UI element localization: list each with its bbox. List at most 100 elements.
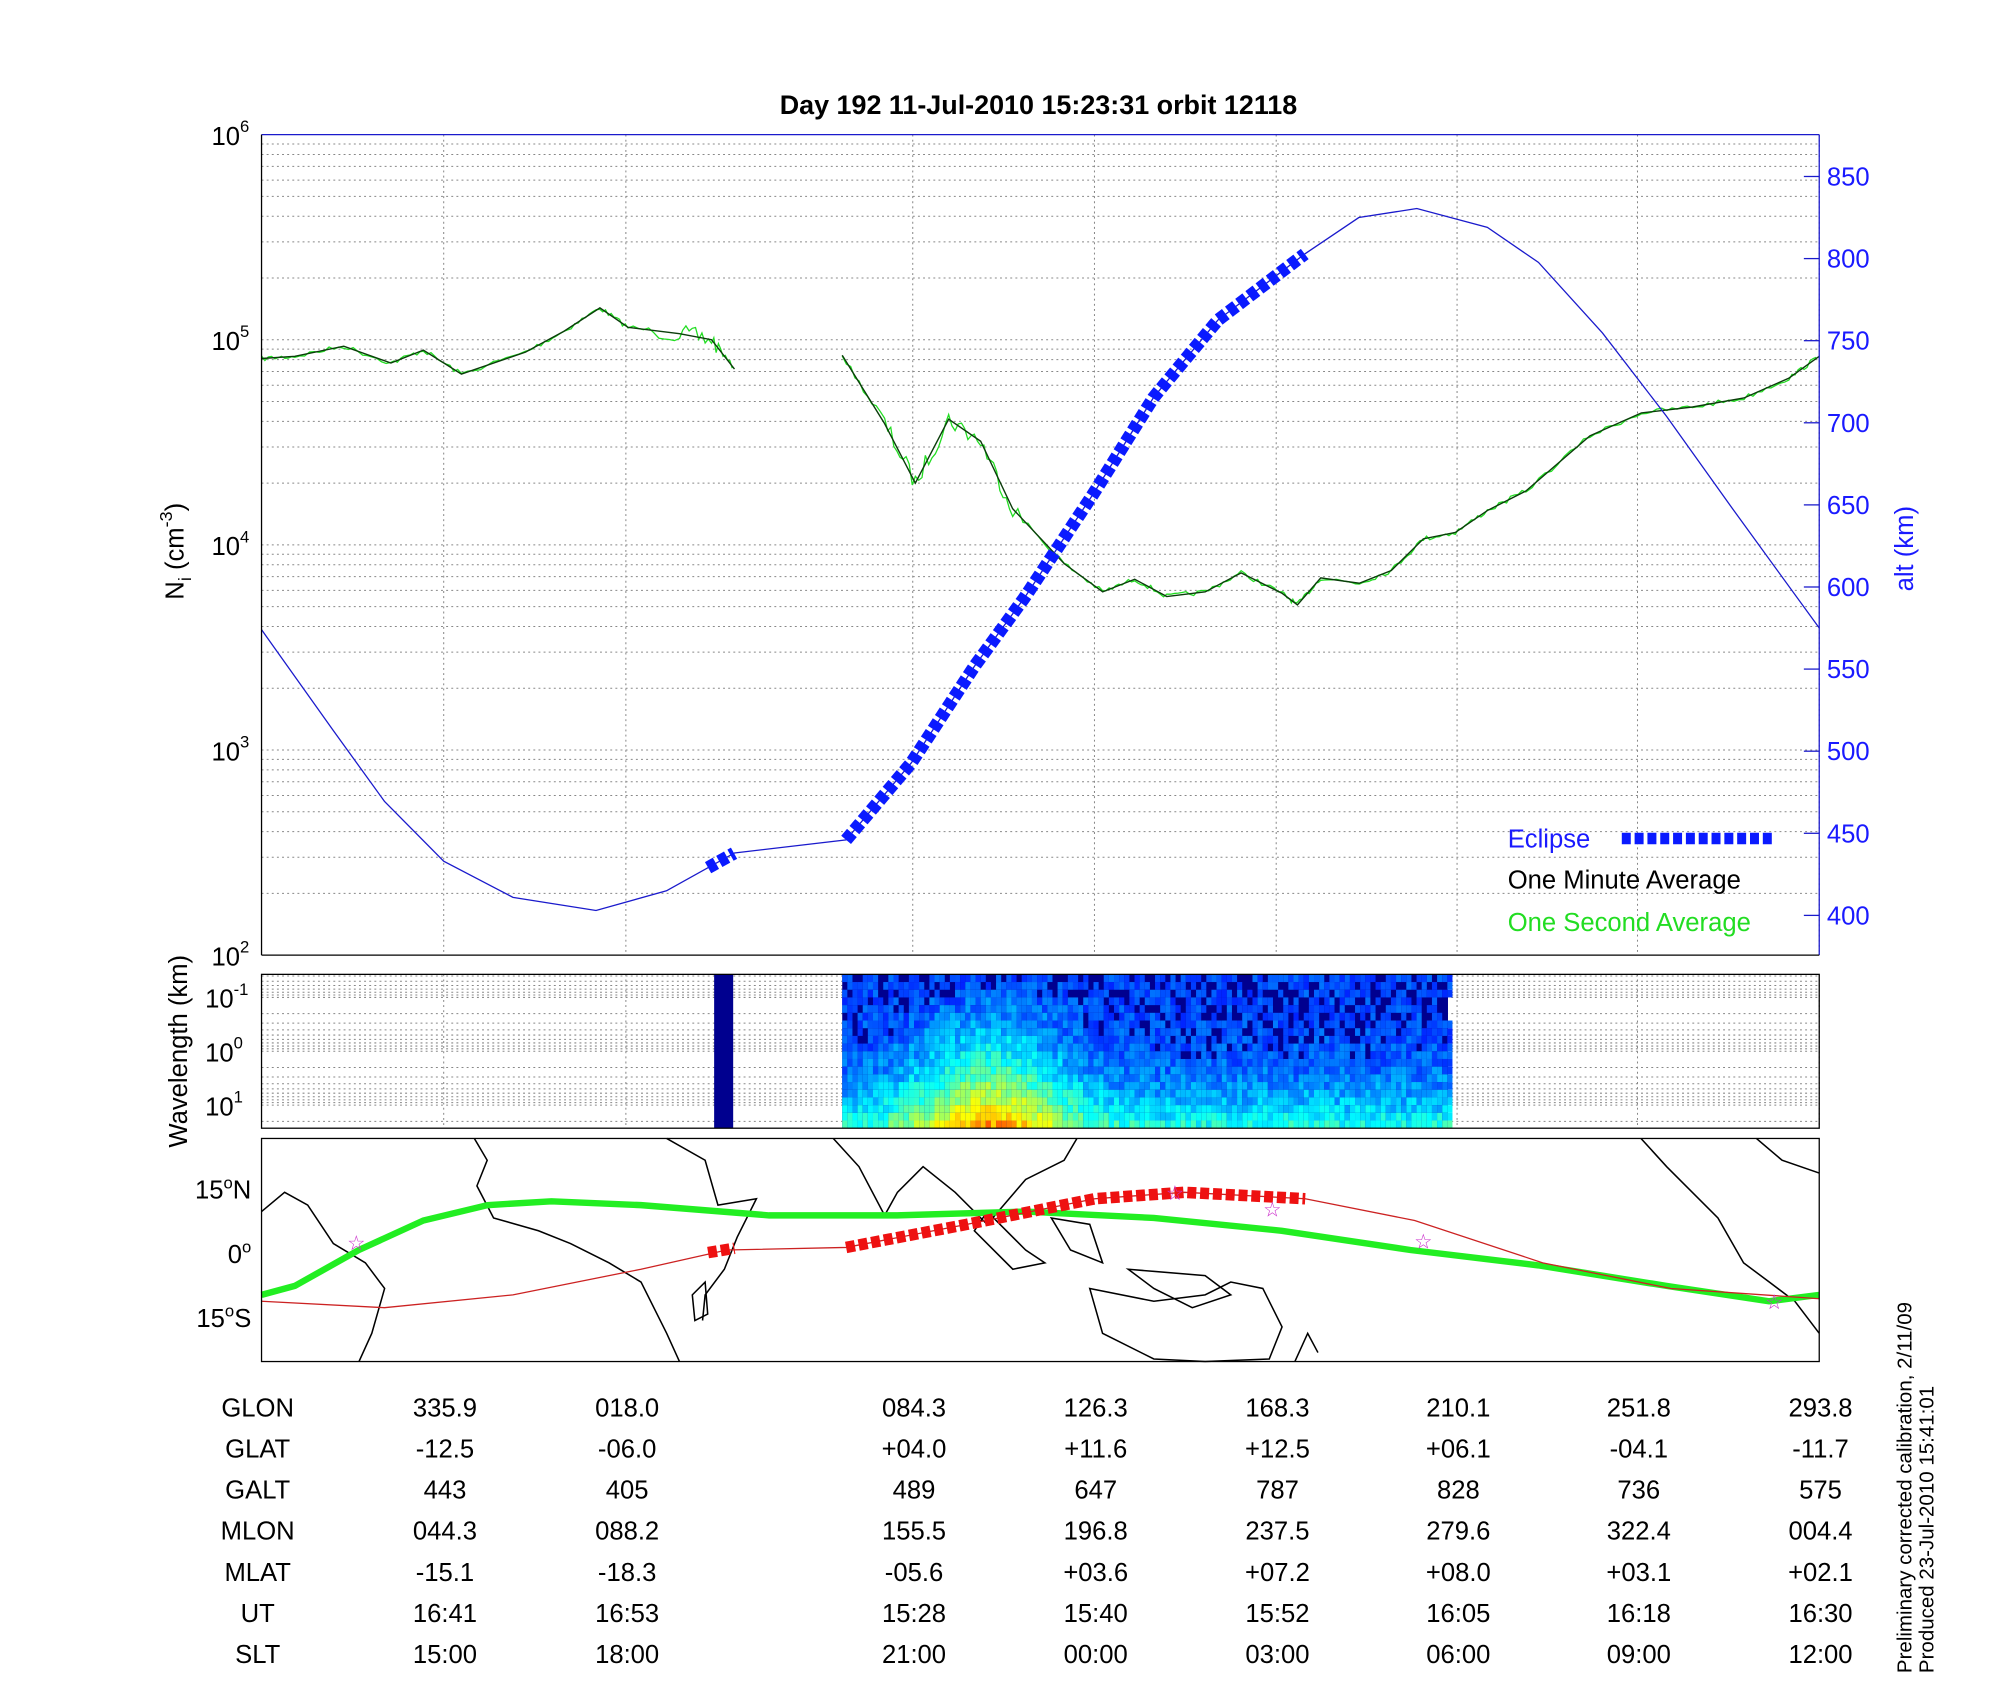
spectrogram-cell [1262,1120,1268,1129]
spectrogram-cell [1175,1089,1181,1098]
spectrogram-cell [1237,1112,1243,1121]
spectrogram-cell [1329,997,1335,1006]
spectrogram-cell [939,1112,945,1121]
spectrogram-cell [1242,997,1248,1006]
spectrogram-cell [1370,1005,1376,1013]
spectrogram-cell [1288,1005,1294,1013]
table-cell: 251.8 [1607,1395,1671,1423]
spectrogram-cell [1201,989,1207,998]
spectrogram-cell [1370,1074,1376,1083]
spectrogram-cell [1267,1097,1273,1106]
spectrogram-cell [1396,974,1402,983]
spectrogram-cell [1093,1097,1099,1106]
spectrogram-cell [1437,1020,1443,1029]
spectrogram-cell [1293,1082,1299,1090]
table-cell: 16:53 [595,1600,659,1628]
spectrogram-cell [1226,1112,1232,1121]
spectrogram-cell [1067,997,1073,1006]
spectrogram-cell [903,989,909,998]
spectrogram-cell [1390,982,1397,990]
spectrogram-cell [1396,1120,1402,1129]
spectrogram-cell [970,1097,976,1106]
spectrogram-cell [1365,1035,1371,1044]
spectrogram-cell [1078,1089,1084,1098]
spectrogram-cell [1170,1043,1176,1052]
spectrogram-cell [872,1097,879,1106]
spectrogram-cell [1303,1051,1309,1059]
spectrogram-cell [1037,1066,1043,1075]
spectrogram-cell [1093,1012,1099,1021]
spectrogram-cell [1324,1097,1330,1106]
spectrogram-cell [893,1043,899,1052]
spectrogram-cell [1006,1058,1012,1067]
spectrogram-cell [1334,1020,1340,1029]
spectrogram-cell [872,1005,879,1013]
spectrogram-cell [919,1074,925,1083]
spectrogram-cell [1442,974,1448,983]
spectrogram-cell [1329,1058,1335,1067]
spectrogram-cell [1083,1005,1089,1013]
spectrogram-cell [944,1051,950,1059]
spectrogram-cell [1119,1082,1125,1090]
spectrogram-cell [1170,1120,1176,1129]
spectrogram-cell [1144,982,1150,990]
spectrogram-cell [1426,1005,1432,1013]
spectrogram-cell [1431,1074,1438,1083]
spectrogram-cell [1390,1020,1397,1029]
spectrogram-cell [939,1005,945,1013]
spectrogram-cell [1442,1020,1448,1029]
spectrogram-cell [1339,1043,1345,1052]
spectrogram-cell [1042,1097,1048,1106]
spectrogram-cell [1072,1028,1079,1036]
spectrogram-cell [929,1012,935,1021]
spectrogram-cell [1103,1051,1109,1059]
spectrogram-cell [1185,1120,1191,1129]
spectrogram-cell [1421,1028,1427,1036]
spectrogram-cell [1278,1105,1284,1113]
spectrogram-cell [888,1097,894,1106]
spectrogram-cell [1016,997,1022,1006]
spectrogram-cell [1103,1012,1109,1021]
spectrogram-cell [1001,1082,1007,1090]
spectrogram-cell [1226,989,1232,998]
spectrogram-cell [1262,1089,1268,1098]
spectrogram-cell [955,1066,961,1075]
spectrogram-cell [1093,1082,1099,1090]
spectrogram-cell [1103,1105,1109,1113]
table-cell: 088.2 [595,1518,659,1546]
spectrogram-cell [878,1066,884,1075]
spectrogram-cell [1037,1020,1043,1029]
spectrogram-cell [867,1043,873,1052]
spectrogram-cell [914,1028,920,1036]
spectrogram-cell [924,1058,930,1067]
spectrogram-cell [1155,1020,1161,1029]
spectrogram-cell [1421,1105,1427,1113]
spectrogram-cell [1170,1089,1176,1098]
spectrogram-cell [1349,974,1356,983]
spectrogram-cell [1344,1058,1350,1067]
spectrogram-cell [996,982,1002,990]
spectrogram-cell [1283,1035,1289,1044]
spectrogram-cell [908,1012,915,1021]
spectrogram-cell [996,1058,1002,1067]
spectrogram-cell [1344,1097,1350,1106]
spectrogram-cell [1375,1120,1381,1129]
spectrogram-cell [1180,1082,1186,1090]
spectrogram-cell [1288,1105,1294,1113]
spectrogram-cell [1119,1005,1125,1013]
spectrogram-cell [1165,1058,1171,1067]
spectrogram-cell [903,1105,909,1113]
spectrogram-cell [1237,1035,1243,1044]
spectrogram-cell [1149,1066,1156,1075]
spectrogram-cell [1406,1051,1412,1059]
spectrogram-cell [919,997,925,1006]
spectrogram-cell [888,1066,894,1075]
spectrogram-cell [857,989,863,998]
spectrogram-cell [919,1043,925,1052]
spectrogram-cell [898,982,904,990]
spectrogram-cell [1047,1043,1053,1052]
spectrogram-cell [1129,1097,1135,1106]
spectrogram-cell [1329,1105,1335,1113]
spectrogram-cell [1108,1082,1115,1090]
spectrogram-cell [1103,1028,1109,1036]
